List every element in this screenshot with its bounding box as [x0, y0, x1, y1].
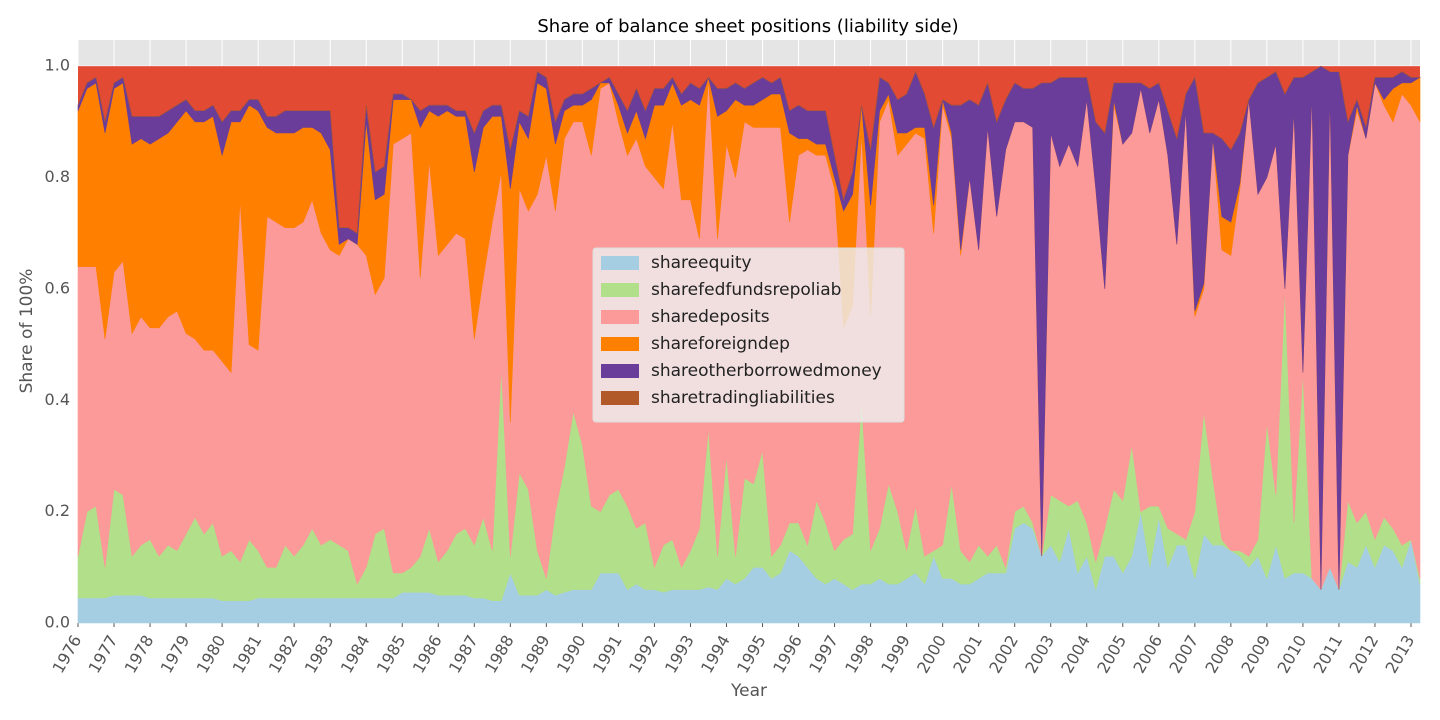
legend-label: sharefedfundsrepoliab — [651, 280, 841, 300]
x-tick-label: 1997 — [805, 632, 842, 677]
y-tick-label: 0.2 — [45, 501, 70, 520]
x-tick-label: 2004 — [1057, 632, 1094, 677]
x-tick-label: 1995 — [733, 632, 770, 677]
x-tick-label: 2007 — [1165, 632, 1202, 677]
y-tick-label: 1.0 — [45, 56, 70, 75]
x-tick-label: 1977 — [85, 632, 122, 677]
x-tick-label: 1982 — [265, 632, 302, 677]
x-tick-label: 1994 — [697, 632, 734, 677]
x-tick-label: 1984 — [337, 632, 374, 677]
legend-swatch — [601, 310, 639, 324]
x-tick-label: 2005 — [1093, 632, 1130, 677]
legend-label: shareotherborrowedmoney — [651, 361, 882, 381]
legend-box — [592, 247, 905, 423]
legend-swatch — [601, 391, 639, 405]
legend-label: shareforeigndep — [651, 334, 790, 354]
x-tick-label: 2003 — [1021, 632, 1058, 677]
chart-title: Share of balance sheet positions (liabil… — [537, 16, 958, 37]
x-axis-label: Year — [730, 681, 767, 701]
legend-swatch — [601, 337, 639, 351]
x-tick-label: 1986 — [409, 632, 446, 677]
x-tick-label: 1981 — [229, 632, 266, 677]
legend: shareequity sharefedfundsrepoliab sharedep… — [592, 247, 905, 423]
x-tick-label: 2011 — [1309, 632, 1346, 677]
x-tick-label: 2012 — [1346, 632, 1383, 677]
x-tick-label: 1993 — [661, 632, 698, 677]
y-axis-label: Share of 100% — [17, 269, 37, 394]
legend-label: sharetradingliabilities — [651, 388, 835, 408]
x-tick-label: 2000 — [913, 632, 950, 677]
legend-swatch — [601, 256, 639, 270]
x-tick-label: 1979 — [157, 632, 194, 677]
x-tick-label: 1983 — [301, 632, 338, 677]
x-tick-label: 1990 — [553, 632, 590, 677]
legend-swatch — [601, 364, 639, 378]
x-tick-label: 1978 — [121, 632, 158, 677]
x-tick-label: 1991 — [589, 632, 626, 677]
x-tick-label: 2010 — [1273, 632, 1310, 677]
legend-label: sharedeposits — [651, 307, 770, 327]
x-tick-label: 1996 — [769, 632, 806, 677]
x-tick-label: 1992 — [625, 632, 662, 677]
x-tick-label: 2006 — [1129, 632, 1166, 677]
x-tick-label: 2013 — [1382, 632, 1419, 677]
x-tick-label: 1980 — [193, 632, 230, 677]
legend-label: shareequity — [651, 253, 752, 273]
x-tick-label: 2008 — [1201, 632, 1238, 677]
x-tick-label: 1999 — [877, 632, 914, 677]
x-tick-label: 1987 — [445, 632, 482, 677]
y-tick-label: 0.8 — [45, 167, 70, 186]
x-tick-label: 2001 — [949, 632, 986, 677]
area — [77, 65, 1420, 234]
y-tick-label: 0.0 — [45, 613, 70, 632]
x-tick-label: 1989 — [517, 632, 554, 677]
x-tick-label: 2002 — [985, 632, 1022, 677]
legend-swatch — [601, 283, 639, 297]
y-tick-label: 0.6 — [45, 278, 70, 297]
x-tick-label: 1988 — [481, 632, 518, 677]
y-tick-label: 0.4 — [45, 390, 70, 409]
x-tick-label: 1985 — [373, 632, 410, 677]
x-tick-label: 2009 — [1237, 632, 1274, 677]
x-tick-label: 1976 — [49, 632, 86, 677]
x-tick-label: 1998 — [841, 632, 878, 677]
